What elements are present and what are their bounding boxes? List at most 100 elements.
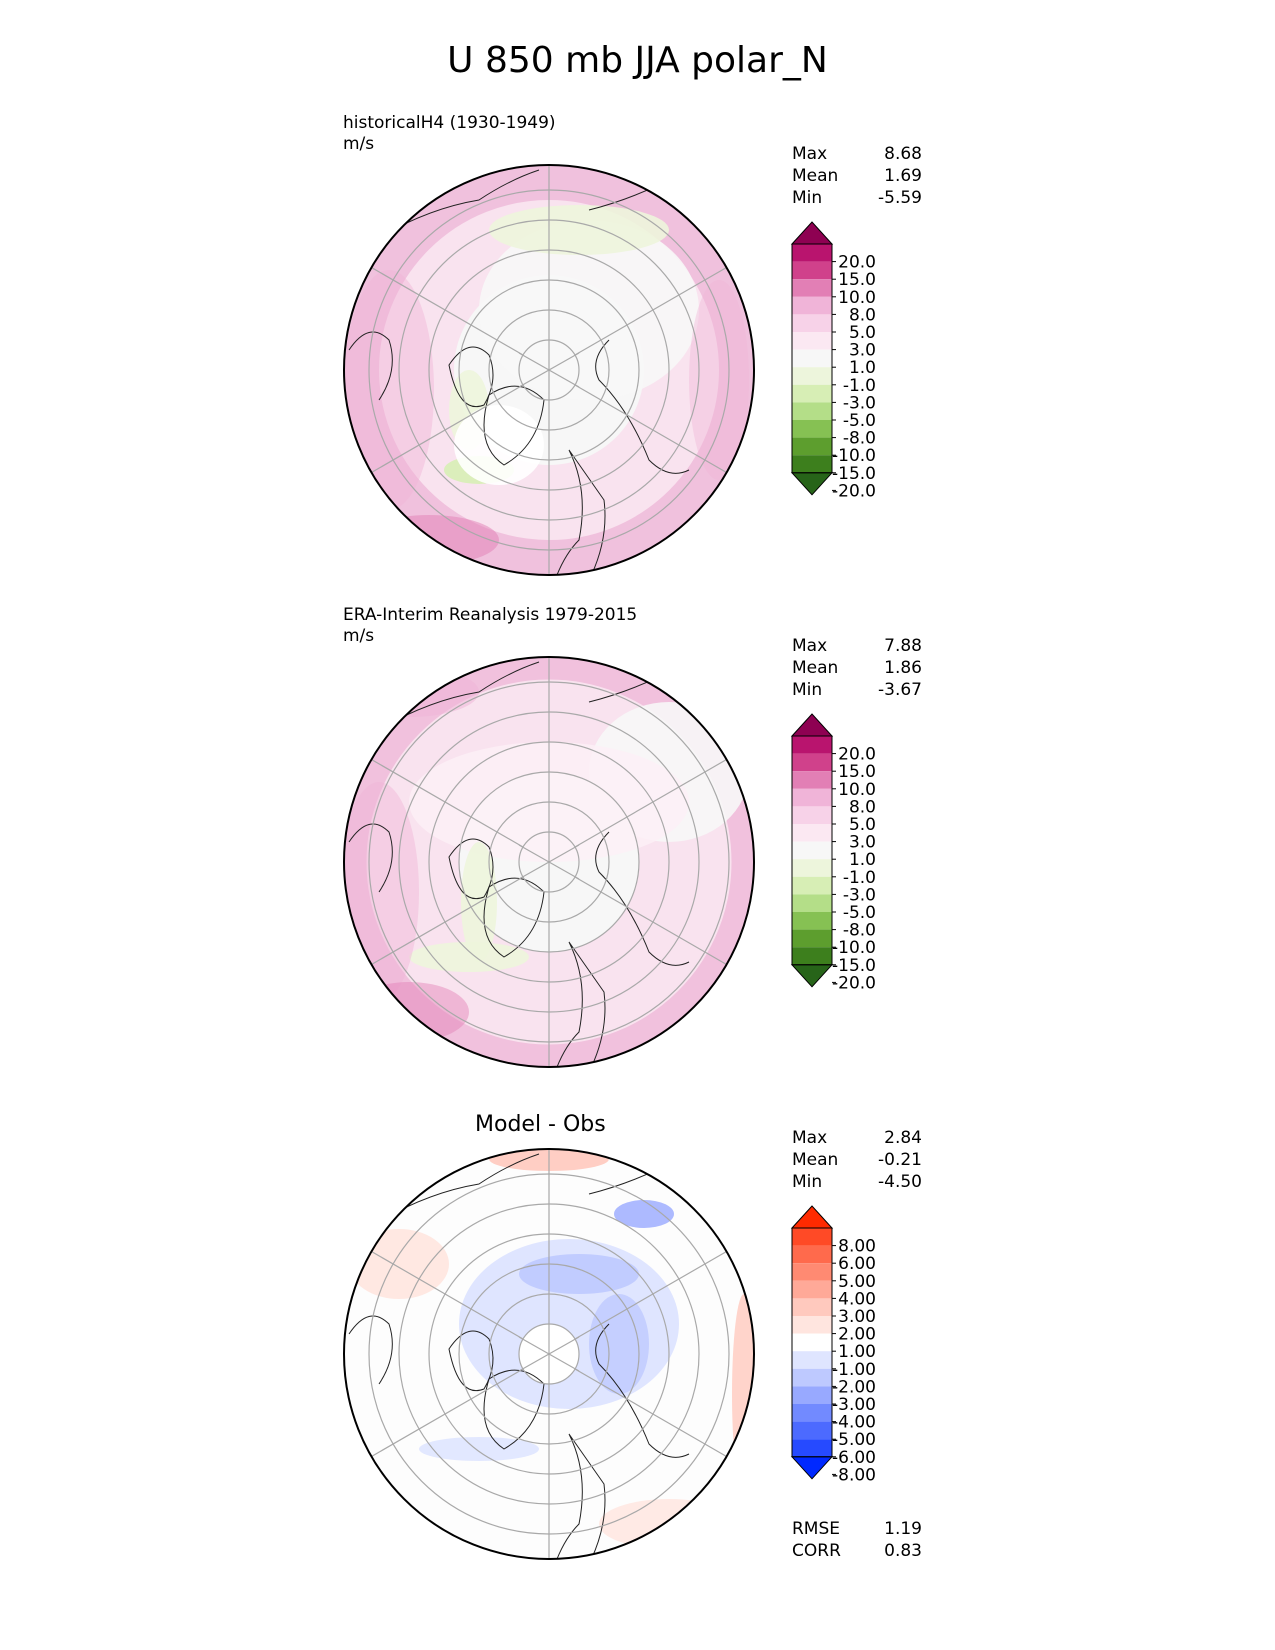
graticule xyxy=(368,165,730,575)
colorbar-band xyxy=(792,279,832,297)
stat-row-max: Max 7.88 xyxy=(792,635,922,657)
meridian-line xyxy=(574,758,727,848)
panel-3-stats: Max 2.84 Mean -0.21 Min -4.50 xyxy=(792,1127,922,1193)
colorbar-2: 20.015.010.08.05.03.01.0-1.0-3.0-5.0-8.0… xyxy=(790,713,876,993)
panel-1-title-line-1: historicalH4 (1930-1949) xyxy=(343,113,556,133)
stat-label: Mean xyxy=(792,166,839,186)
panel-1-stats: Max 8.68 Mean 1.69 Min -5.59 xyxy=(792,143,922,209)
colorbar-tick-label: -8.0 xyxy=(843,921,876,941)
panel-2-title: ERA-Interim Reanalysis 1979-2015 m/s xyxy=(343,605,637,647)
colorbar-band xyxy=(792,859,832,877)
map-boundary xyxy=(343,656,755,1068)
colorbar-tick-label: 20.0 xyxy=(838,745,876,765)
meridian-line xyxy=(574,384,727,474)
coastline-scandinavia xyxy=(548,941,606,1067)
colorbar-tick-label: 20.0 xyxy=(838,253,876,273)
panel-2-units: m/s xyxy=(343,626,375,646)
field-patch xyxy=(689,280,749,480)
colorbar-tick-label: 4.00 xyxy=(838,1289,876,1309)
colorbar-tick-label: -5.0 xyxy=(843,903,876,923)
colorbar-band xyxy=(792,1351,832,1369)
stat-value: 7.88 xyxy=(884,636,922,656)
colorbar-tick-label: -10.0 xyxy=(832,938,876,958)
colorbar-band xyxy=(792,332,832,350)
stat-row-min: Min -5.59 xyxy=(792,187,922,209)
coastline-archipelago xyxy=(448,346,494,407)
colorbar-band xyxy=(792,1333,832,1352)
figure-title: U 850 mb JJA polar_N xyxy=(447,40,828,81)
colorbar-tick-label: -3.0 xyxy=(843,885,876,905)
colorbar-band xyxy=(792,1298,832,1316)
colorbar-extend-top xyxy=(790,713,834,737)
polar-map-2 xyxy=(343,656,755,1068)
colorbar-extend-top xyxy=(790,221,834,245)
colorbar-band xyxy=(792,788,832,807)
meridian-line xyxy=(371,758,524,848)
panel-3-skill-stats: RMSE 1.19 CORR 0.83 xyxy=(792,1518,922,1562)
meridian-line xyxy=(371,876,524,966)
stat-value: -3.67 xyxy=(878,680,922,700)
field-patch xyxy=(614,1200,674,1228)
colorbar-tick-label: -4.00 xyxy=(832,1413,876,1433)
field-patch xyxy=(599,1499,739,1549)
stat-label: Mean xyxy=(792,658,839,678)
colorbar-tick-label: -15.0 xyxy=(832,956,876,976)
colorbar-band xyxy=(792,824,832,842)
panel-2-title-line-1: ERA-Interim Reanalysis 1979-2015 xyxy=(343,605,638,625)
coastline-archipelago xyxy=(448,838,494,899)
stat-row-corr: CORR 0.83 xyxy=(792,1540,922,1562)
colorbar-tick-label: -15.0 xyxy=(832,464,876,484)
meridian-line xyxy=(371,1250,524,1340)
colorbar-band xyxy=(792,1421,832,1440)
meridian-line xyxy=(371,384,524,474)
colorbar-band xyxy=(792,771,832,789)
coastline-east xyxy=(348,1315,393,1385)
meridian-line xyxy=(371,1368,524,1458)
coastline-scandinavia xyxy=(548,1433,606,1559)
colorbar-tick-label: 1.00 xyxy=(838,1342,876,1362)
colorbar-extend-bottom xyxy=(790,964,834,988)
field-patch xyxy=(479,220,699,400)
field-patch xyxy=(344,270,434,510)
stat-value: 2.84 xyxy=(884,1128,922,1148)
colorbar-extend-bottom xyxy=(790,1456,834,1480)
colorbar-extend-top xyxy=(790,1205,834,1229)
colorbar-tick-label: -20.0 xyxy=(832,481,876,501)
colorbar-tick-label: 3.0 xyxy=(849,341,876,361)
stat-row-max: Max 8.68 xyxy=(792,143,922,165)
colorbar-band xyxy=(792,402,832,420)
colorbar-tick-label: 3.0 xyxy=(849,833,876,853)
stat-value: 0.83 xyxy=(884,1541,922,1561)
colorbar-band xyxy=(792,1404,832,1422)
colorbar-band xyxy=(792,1368,832,1387)
stat-value: 1.19 xyxy=(884,1519,922,1539)
colorbar-tick-label: 5.0 xyxy=(849,323,876,343)
field-patch xyxy=(589,1294,649,1394)
meridian-line xyxy=(574,1368,727,1458)
colorbar-tick-label: 5.00 xyxy=(838,1272,876,1292)
colorbar-band xyxy=(792,876,832,895)
colorbar-band xyxy=(792,314,832,332)
colorbar-tick-label: 8.00 xyxy=(838,1237,876,1257)
stat-value: 8.68 xyxy=(884,144,922,164)
polar-map-1 xyxy=(343,164,755,576)
graticule xyxy=(368,657,730,1067)
colorbar-band xyxy=(792,929,832,948)
field-patch xyxy=(489,205,669,255)
stat-label: Max xyxy=(792,636,828,656)
colorbar-tick-label: -5.00 xyxy=(832,1430,876,1450)
panel-3-title: Model - Obs xyxy=(475,1112,606,1137)
stat-label: Min xyxy=(792,188,823,208)
stat-row-min: Min -4.50 xyxy=(792,1171,922,1193)
colorbar-tick-label: -2.00 xyxy=(832,1377,876,1397)
field-patch xyxy=(359,515,499,565)
colorbar-tick-label: -1.00 xyxy=(832,1360,876,1380)
map-boundary xyxy=(343,1148,755,1560)
colorbar-tick-label: 8.0 xyxy=(849,305,876,325)
colorbar-tick-label: -1.0 xyxy=(843,868,876,888)
colorbar-band xyxy=(792,841,832,860)
stat-row-min: Min -3.67 xyxy=(792,679,922,701)
colorbar-tick-label: 1.0 xyxy=(849,850,876,870)
panel-1-title: historicalH4 (1930-1949) m/s xyxy=(343,113,556,155)
field-patch xyxy=(344,667,479,717)
